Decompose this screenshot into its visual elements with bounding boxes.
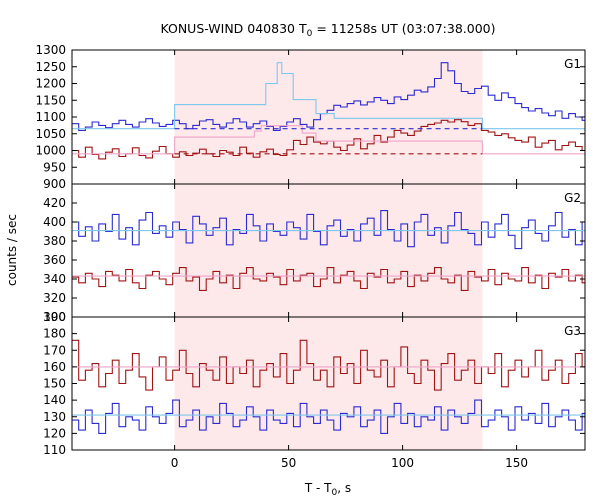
y-tick-label: 160	[43, 360, 66, 374]
series-blue-0	[72, 210, 585, 250]
y-tick-label: 900	[43, 177, 66, 191]
y-tick-label: 190	[43, 310, 66, 324]
y-tick-label: 400	[43, 215, 66, 229]
y-tick-label: 1200	[35, 77, 66, 91]
shaded-interval	[174, 317, 483, 450]
panel-label: G3	[564, 324, 581, 338]
x-tick-label: 100	[391, 456, 414, 470]
series-darkred-1	[72, 119, 585, 160]
y-tick-label: 1150	[35, 93, 66, 107]
series-darkred-1	[72, 267, 585, 291]
y-tick-label: 320	[43, 291, 66, 305]
y-tick-label: 170	[43, 343, 66, 357]
y-tick-label: 130	[43, 410, 66, 424]
y-tick-label: 340	[43, 272, 66, 286]
y-tick-label: 110	[43, 443, 66, 457]
panel-g2: 300 320 340 360 380 400 420 G2	[43, 183, 586, 324]
y-tick-label: 950	[43, 160, 66, 174]
y-tick-label: 360	[43, 253, 66, 267]
y-axis-label: counts / sec	[5, 214, 19, 286]
series-pink-3	[72, 125, 585, 155]
y-tick-label: 380	[43, 234, 66, 248]
panel-g1: 900 950 1000 1050 1100 1150 1200 1250 1300 G1	[35, 43, 586, 191]
panel-label: G1	[564, 57, 581, 71]
series-lightblue-2	[72, 62, 585, 130]
y-tick-label: 1250	[35, 60, 66, 74]
y-tick-label: 1300	[35, 43, 66, 57]
series-blue-1	[72, 399, 585, 434]
y-tick-label: 1100	[35, 110, 66, 124]
series-blue-0	[72, 62, 585, 131]
y-tick-label: 120	[43, 426, 66, 440]
y-tick-label: 300	[43, 310, 66, 324]
y-tick-label: 1050	[35, 127, 66, 141]
chart-title: KONUS-WIND 040830 T0 = 11258s UT (03:07:…	[160, 21, 495, 39]
y-tick-label: 420	[43, 196, 66, 210]
shaded-interval	[174, 50, 483, 184]
y-tick-label: 180	[43, 327, 66, 341]
panel-series-group	[72, 210, 585, 291]
panel-series-group	[72, 339, 585, 434]
panel-label: G2	[564, 191, 581, 205]
panel-g3: 110 120 130 140 150 160 170 180 190 G3	[43, 310, 586, 457]
y-tick-label: 150	[43, 377, 66, 391]
x-tick-label: 50	[281, 456, 296, 470]
x-tick-label: 0	[171, 456, 179, 470]
x-tick-label: 150	[505, 456, 528, 470]
panel-series-group	[72, 62, 585, 160]
shaded-interval	[174, 184, 483, 317]
x-axis-label: T - T0, s	[304, 481, 351, 498]
y-tick-label: 140	[43, 393, 66, 407]
y-tick-label: 1000	[35, 144, 66, 158]
